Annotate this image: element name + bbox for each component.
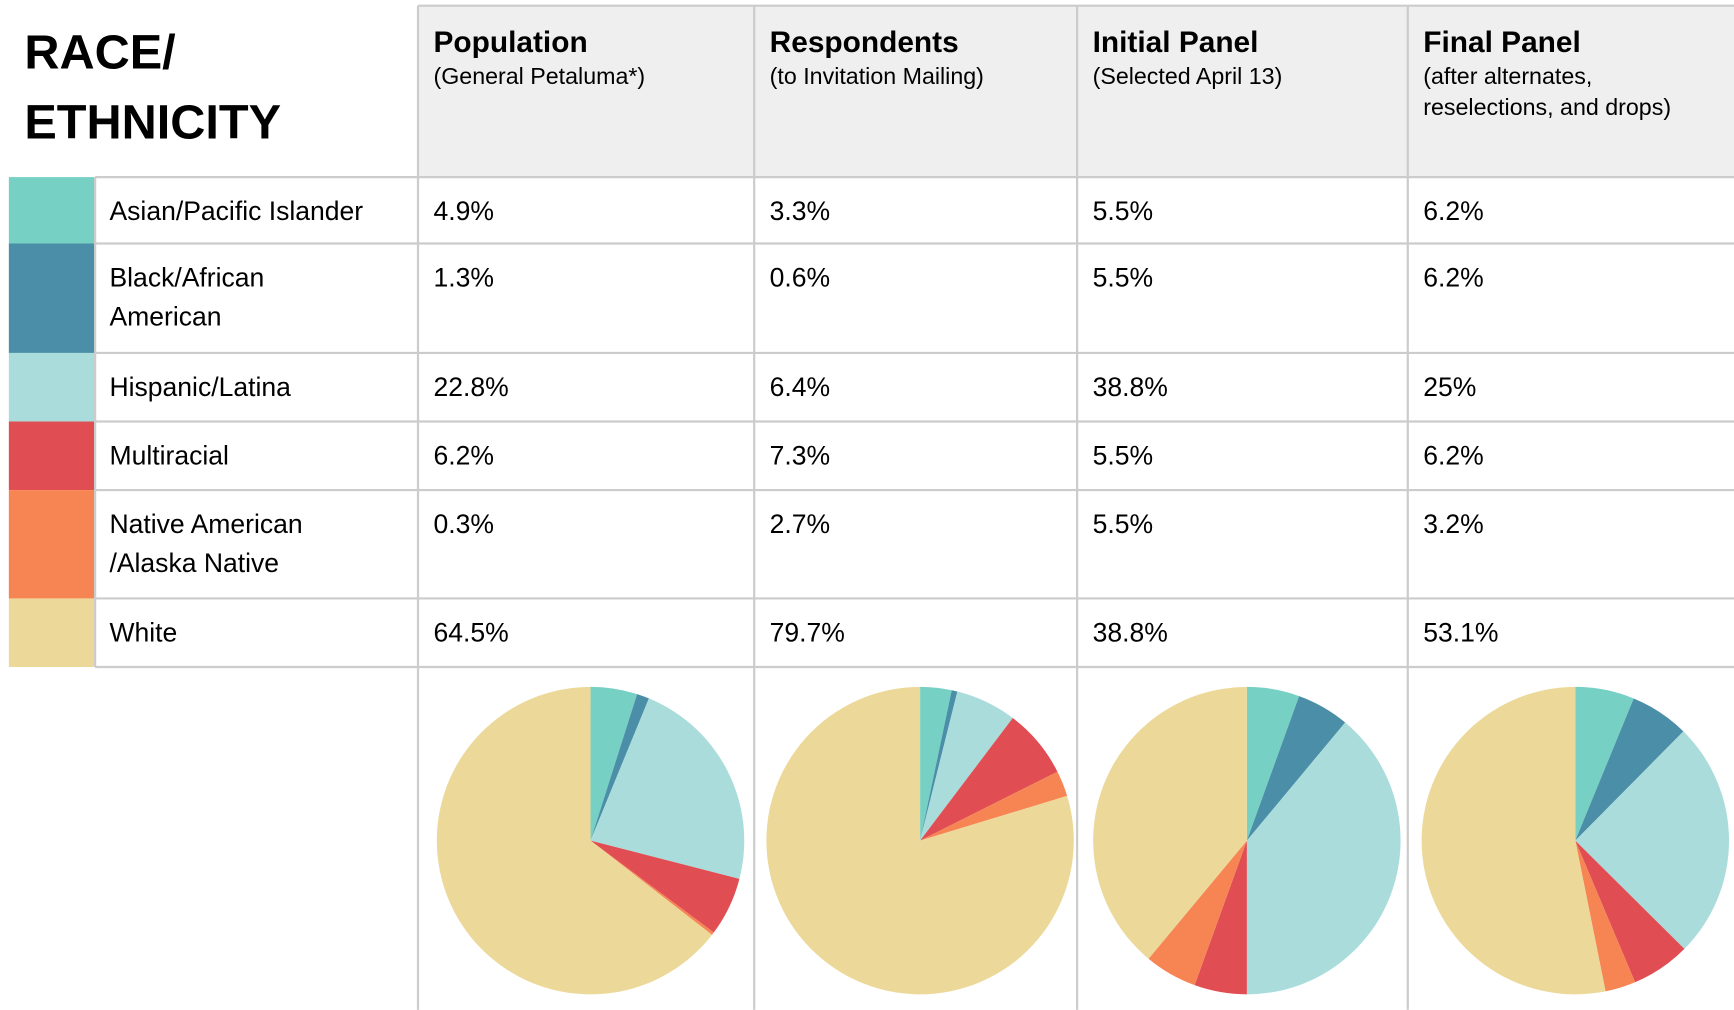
cell-value: 6.2% (1423, 263, 1483, 293)
cell-value: 6.4% (770, 372, 830, 402)
column-title: Population (433, 26, 587, 59)
column-title: Respondents (770, 26, 959, 59)
pie-slice (1246, 696, 1346, 841)
pie-slice (590, 840, 740, 933)
pie-slice (436, 686, 712, 995)
pie-slice (920, 691, 1013, 841)
legend-swatch (8, 598, 96, 668)
column-subtitle: (to Invitation Mailing) (770, 63, 984, 89)
legend-swatch (8, 421, 96, 491)
pie-slice (1575, 840, 1636, 992)
pie-slice (590, 686, 638, 841)
pie-slice (920, 771, 1068, 841)
pie-slice (920, 690, 958, 841)
cell-value: 5.5% (1093, 509, 1153, 539)
cell-value: 79.7% (770, 618, 845, 648)
legend-swatch (8, 490, 96, 599)
cell-value: 3.3% (770, 196, 830, 226)
cell-value: 0.3% (433, 509, 493, 539)
pie-slice (1148, 840, 1247, 986)
legend-swatch (8, 243, 96, 353)
cell-value: 6.2% (1423, 196, 1483, 226)
pie-slice (1246, 722, 1401, 995)
pie-slice (590, 694, 649, 841)
column-title: Final Panel (1423, 26, 1581, 59)
pie-slice (1575, 686, 1634, 841)
cell-value: 2.7% (770, 509, 830, 539)
cell-value: 6.2% (433, 441, 493, 471)
pie-slice (920, 686, 952, 841)
table-title: ETHNICITY (24, 95, 281, 149)
cell-value: 0.6% (770, 263, 830, 293)
cell-value: 3.2% (1423, 509, 1483, 539)
pie-slice (590, 840, 714, 935)
pie-slice (1093, 686, 1247, 959)
pie-slice (1575, 731, 1730, 949)
pie-slice (590, 698, 745, 879)
cell-value: 64.5% (433, 618, 508, 648)
cell-value: 25% (1423, 372, 1476, 402)
cell-value: 53.1% (1423, 618, 1498, 648)
category-label: /Alaska Native (109, 548, 279, 578)
column-subtitle: (Selected April 13) (1093, 63, 1283, 89)
pie-slice (1575, 698, 1684, 841)
column-subtitle: reselections, and drops) (1423, 94, 1671, 120)
category-label: Black/African (109, 263, 264, 293)
column-title: Initial Panel (1093, 26, 1259, 59)
cell-value: 5.5% (1093, 263, 1153, 293)
category-label: Native American (109, 509, 302, 539)
category-label: Hispanic/Latina (109, 372, 291, 402)
column-subtitle: (General Petaluma*) (433, 63, 645, 89)
cell-value: 4.9% (433, 196, 493, 226)
cell-value: 22.8% (433, 372, 508, 402)
category-label: Multiracial (109, 441, 228, 471)
table-title: RACE/ (24, 26, 176, 80)
pie-slice (1421, 686, 1606, 995)
cell-value: 5.5% (1093, 441, 1153, 471)
cell-value: 1.3% (433, 263, 493, 293)
column-subtitle: (after alternates, (1423, 63, 1592, 89)
cell-value: 38.8% (1093, 618, 1168, 648)
cell-value: 5.5% (1093, 196, 1153, 226)
cell-value: 7.3% (770, 441, 830, 471)
category-label: White (109, 618, 177, 648)
cell-value: 6.2% (1423, 441, 1483, 471)
category-label: American (109, 301, 221, 331)
pie-slice (920, 717, 1058, 841)
pie-slice (1575, 840, 1685, 983)
pie-slice (1194, 840, 1247, 995)
pie-slice (1246, 686, 1300, 841)
cell-value: 38.8% (1093, 372, 1168, 402)
legend-swatch (8, 352, 96, 422)
legend-swatch (8, 177, 96, 244)
pie-slice (766, 686, 1074, 995)
category-label: Asian/Pacific Islander (109, 196, 363, 226)
